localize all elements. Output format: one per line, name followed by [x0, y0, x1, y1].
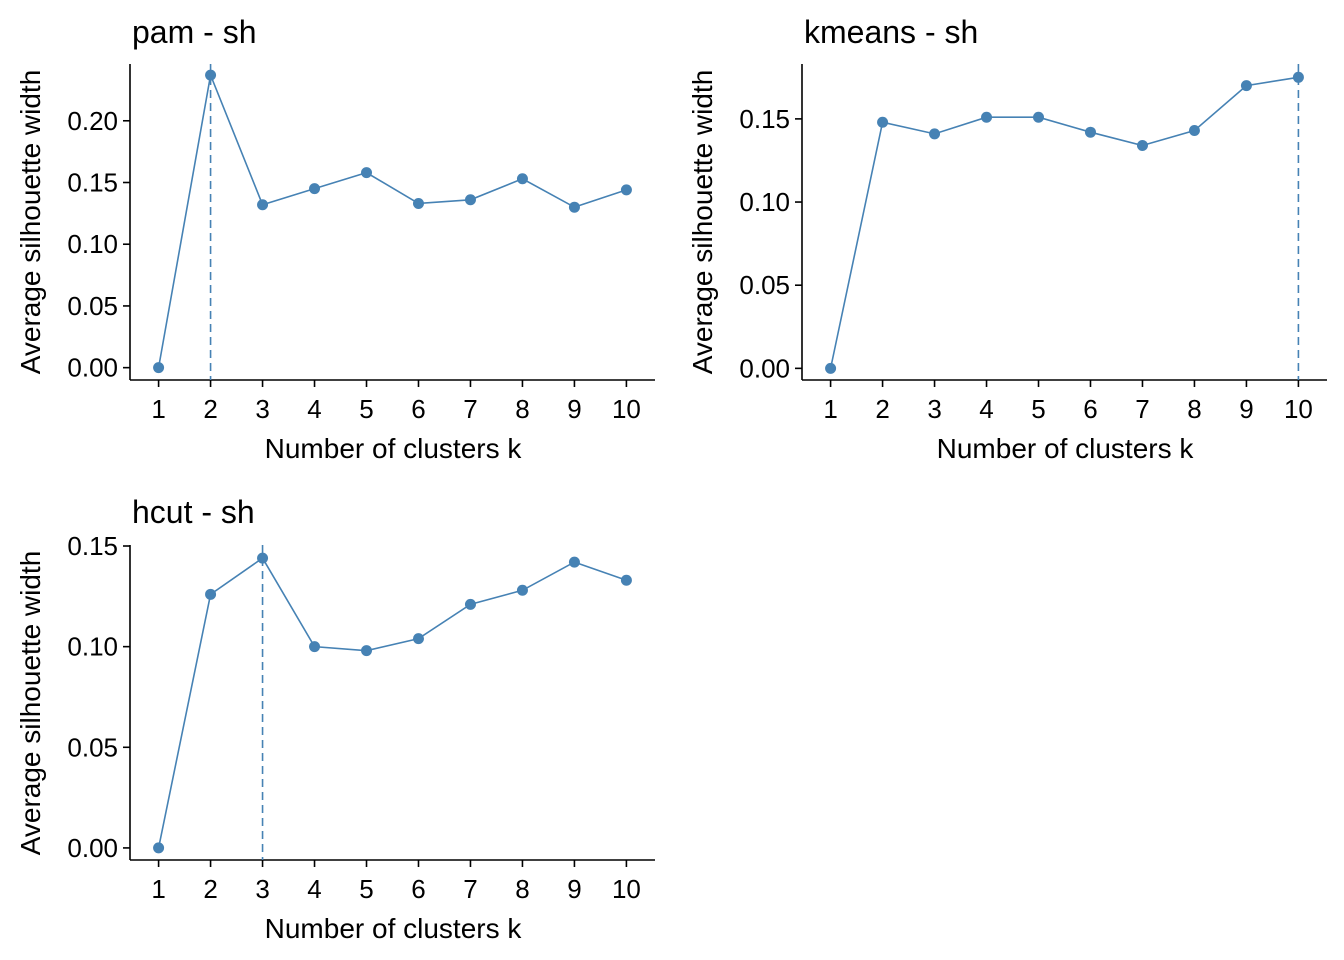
data-point	[1084, 126, 1096, 138]
x-tick-label: 3	[255, 874, 269, 904]
chart-title: hcut - sh	[132, 494, 255, 530]
y-axis-label: Average silhouette width	[15, 551, 46, 856]
y-axis-label: Average silhouette width	[15, 70, 46, 375]
x-tick-label: 5	[1031, 394, 1045, 424]
y-tick-label: 0.05	[67, 291, 118, 321]
x-tick-label: 1	[151, 394, 165, 424]
panel-hcut: hcut - sh Average silhouette width Numbe…	[15, 494, 655, 944]
x-axis-label: Number of clusters k	[937, 433, 1195, 464]
data-point	[516, 584, 528, 596]
data-point	[620, 184, 632, 196]
data-point	[620, 574, 632, 586]
data-point	[877, 116, 889, 128]
panel-kmeans: kmeans - sh Average silhouette width Num…	[687, 14, 1327, 464]
data-point	[1033, 111, 1045, 123]
x-axis-label: Number of clusters k	[265, 433, 523, 464]
x-tick-label: 2	[203, 874, 217, 904]
panel-pam: pam - sh Average silhouette width Number…	[15, 14, 655, 464]
plot-area: 0.00 0.05 0.10 0.15 0.20 1 2 3 4 5 6 7 8 9 10	[67, 64, 655, 424]
y-tick-label: 0.10	[739, 187, 790, 217]
y-tick-label: 0.15	[67, 531, 118, 561]
x-tick-label: 9	[567, 874, 581, 904]
series-line	[157, 72, 627, 368]
data-point	[257, 199, 269, 211]
y-tick-label: 0.10	[67, 229, 118, 259]
x-tick-label: 7	[463, 874, 477, 904]
y-tick-label: 0.15	[739, 104, 790, 134]
data-point	[981, 111, 993, 123]
x-tick-label: 3	[927, 394, 941, 424]
data-point	[516, 173, 528, 185]
x-tick-label: 4	[979, 394, 993, 424]
y-tick-label: 0.05	[67, 732, 118, 762]
data-point	[153, 362, 165, 374]
data-point	[361, 167, 373, 179]
plot-area: 0.00 0.05 0.10 0.15 1 2 3 4 5 6 7 8 9 10	[67, 531, 655, 904]
x-tick-label: 10	[612, 874, 641, 904]
data-point	[1240, 80, 1252, 92]
chart-title: kmeans - sh	[804, 14, 978, 50]
data-point	[1188, 125, 1200, 137]
chart-title: pam - sh	[132, 14, 256, 50]
y-axis-label: Average silhouette width	[687, 70, 718, 375]
y-tick-label: 0.00	[739, 353, 790, 383]
x-tick-label: 10	[612, 394, 641, 424]
y-tick-label: 0.15	[67, 168, 118, 198]
y-tick-label: 0.00	[67, 353, 118, 383]
x-tick-label: 3	[255, 394, 269, 424]
x-tick-label: 2	[203, 394, 217, 424]
data-point	[412, 197, 424, 209]
x-tick-label: 6	[1083, 394, 1097, 424]
data-point	[825, 362, 837, 374]
series-line	[157, 556, 627, 849]
y-tick-label: 0.05	[739, 270, 790, 300]
x-tick-label: 6	[411, 394, 425, 424]
x-tick-label: 4	[307, 394, 321, 424]
x-tick-label: 9	[1239, 394, 1253, 424]
data-point	[309, 183, 321, 195]
data-point	[1292, 71, 1304, 83]
x-tick-label: 1	[823, 394, 837, 424]
y-tick-label: 0.20	[67, 106, 118, 136]
data-point	[309, 641, 321, 653]
x-tick-label: 5	[359, 874, 373, 904]
x-tick-label: 2	[875, 394, 889, 424]
y-tick-label: 0.10	[67, 632, 118, 662]
x-tick-label: 7	[1135, 394, 1149, 424]
data-point	[257, 552, 269, 564]
data-point	[1136, 139, 1148, 151]
plot-area: 0.00 0.05 0.10 0.15 1 2 3 4 5 6 7 8 9 10	[739, 64, 1327, 424]
data-point	[929, 128, 941, 140]
data-point	[464, 598, 476, 610]
x-tick-label: 7	[463, 394, 477, 424]
data-point	[568, 556, 580, 568]
x-tick-label: 6	[411, 874, 425, 904]
x-tick-label: 10	[1284, 394, 1313, 424]
data-point	[412, 633, 424, 645]
data-point	[464, 194, 476, 206]
data-point	[205, 69, 217, 81]
x-axis-label: Number of clusters k	[265, 913, 523, 944]
y-tick-label: 0.00	[67, 833, 118, 863]
x-tick-label: 9	[567, 394, 581, 424]
x-tick-label: 4	[307, 874, 321, 904]
data-point	[361, 645, 373, 657]
data-point	[568, 201, 580, 213]
x-tick-label: 1	[151, 874, 165, 904]
x-tick-label: 8	[515, 394, 529, 424]
x-tick-label: 8	[515, 874, 529, 904]
series-line	[829, 76, 1299, 369]
data-point	[153, 842, 165, 854]
data-point	[205, 588, 217, 600]
x-tick-label: 8	[1187, 394, 1201, 424]
x-tick-label: 5	[359, 394, 373, 424]
